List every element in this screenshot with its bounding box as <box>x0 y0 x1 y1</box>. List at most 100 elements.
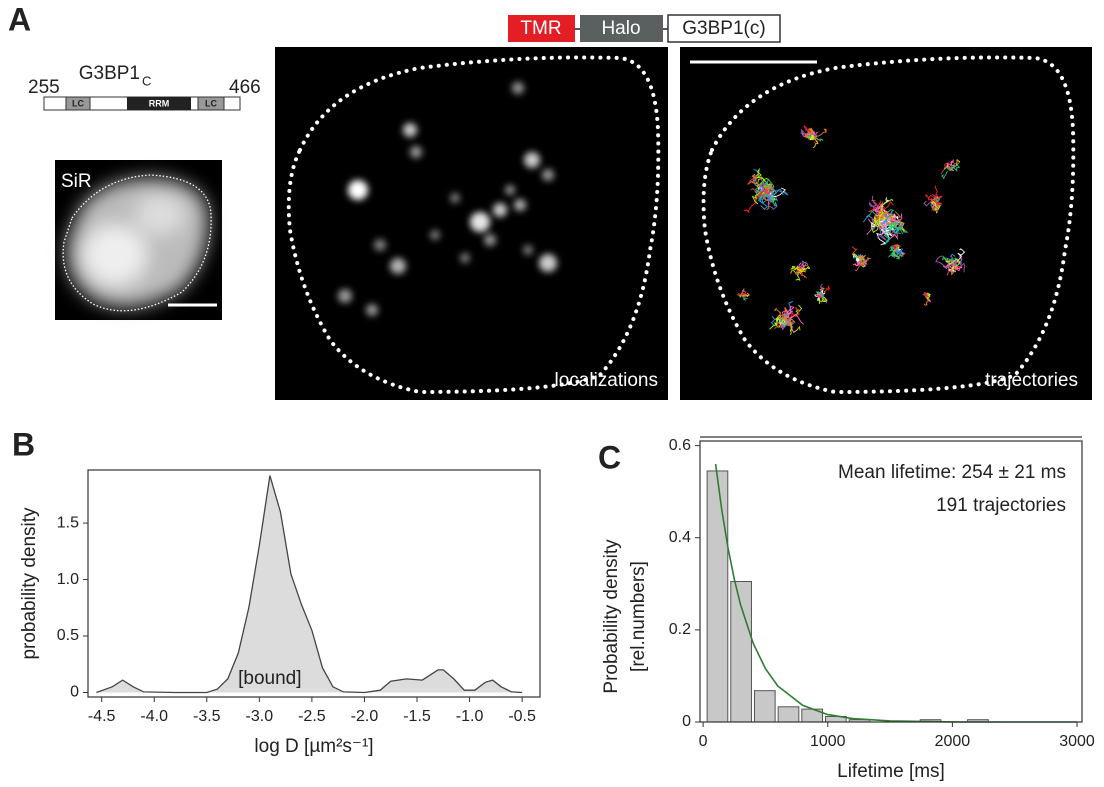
trajectory <box>879 198 894 229</box>
trajectory <box>766 188 784 198</box>
x-tick-label: -1.0 <box>456 708 484 725</box>
blob <box>493 203 507 217</box>
y-tick-label: 1.5 <box>57 514 79 531</box>
trajectory <box>931 201 937 208</box>
trajectory <box>945 258 961 268</box>
trajectory <box>878 221 889 230</box>
trajectory <box>950 253 958 269</box>
blob <box>374 239 386 251</box>
blob <box>390 258 406 274</box>
halo-box <box>580 15 663 42</box>
trajectory <box>758 188 769 201</box>
trajectory <box>954 264 963 272</box>
cell-outline <box>286 55 661 395</box>
plot-frame <box>87 469 541 698</box>
g3bp1-box <box>667 14 781 43</box>
trajectory <box>880 221 898 241</box>
trajectory <box>812 136 824 142</box>
blob <box>338 289 352 303</box>
trajectory <box>809 134 814 141</box>
blob <box>348 180 368 200</box>
trajectory <box>765 187 786 198</box>
x-tick-label: -0.5 <box>508 708 536 725</box>
trajectory <box>923 199 934 207</box>
trajectory <box>943 164 956 171</box>
histogram-bar <box>730 581 752 723</box>
blob <box>523 245 533 255</box>
blob <box>505 185 515 195</box>
lc-domain <box>197 96 225 111</box>
trajectory <box>880 221 900 233</box>
annotation: 191 trajectories <box>936 495 1066 516</box>
trajectory <box>790 270 802 275</box>
panel-letter: B <box>12 426 35 462</box>
plot-frame <box>699 440 1083 723</box>
trajectory <box>870 220 882 233</box>
density-area <box>96 475 523 693</box>
blob <box>524 152 540 168</box>
blob <box>539 254 557 272</box>
x-tick-label: -1.5 <box>403 708 431 725</box>
trajectory <box>788 320 794 329</box>
trajectory <box>737 292 743 297</box>
histogram-bar <box>706 470 729 723</box>
rrm-domain <box>127 97 191 110</box>
y-tick-label: 1.0 <box>57 571 79 588</box>
domain-subscript: C <box>142 73 151 88</box>
trajectory <box>941 170 949 180</box>
trajectory <box>942 255 955 264</box>
x-tick-label: -2.0 <box>351 708 379 725</box>
x-tick-label: -3.5 <box>193 708 221 725</box>
cell-outline <box>62 174 212 312</box>
trajectory <box>780 307 789 320</box>
trajectory <box>924 298 930 306</box>
y-tick-label: 0.2 <box>669 621 691 638</box>
trajectory <box>800 128 813 137</box>
blob <box>403 123 417 137</box>
trajectory <box>759 182 774 194</box>
image-label: localizations <box>555 370 659 391</box>
trajectory <box>821 295 827 303</box>
blob <box>366 304 378 316</box>
trajectory <box>739 294 743 298</box>
trajectory <box>761 187 769 202</box>
trajectory <box>781 318 790 331</box>
trajectory <box>742 292 751 298</box>
trajectory <box>763 178 775 191</box>
trajectory <box>885 221 903 235</box>
trajectory <box>790 266 800 271</box>
trajectory <box>798 268 807 273</box>
x-tick-label: -2.5 <box>298 708 326 725</box>
x-axis-label: log D [µm²s⁻¹] <box>254 736 373 757</box>
blob <box>484 234 496 246</box>
trajectory <box>776 317 785 326</box>
x-tick-label: -4.5 <box>88 708 116 725</box>
cell-outline <box>701 55 1076 395</box>
trajectory <box>791 265 800 270</box>
trajectory <box>890 251 901 260</box>
trajectory <box>741 295 748 301</box>
blob <box>450 193 460 203</box>
domain-label: LC <box>72 98 84 108</box>
y-tick-label: 0.6 <box>669 437 691 454</box>
y-tick-label: 0.4 <box>669 529 691 546</box>
trajectory <box>894 244 901 252</box>
trajectory <box>953 261 966 273</box>
domain-label: LC <box>205 98 217 108</box>
trajectory <box>951 162 961 173</box>
blob <box>470 212 490 232</box>
trajectory <box>889 246 895 252</box>
blob <box>430 230 440 240</box>
trajectory <box>879 209 895 227</box>
image-label: SiR <box>61 171 92 192</box>
trajectory <box>804 131 810 139</box>
x-tick-label: -3.0 <box>246 708 274 725</box>
blob <box>514 199 526 211</box>
trajectory <box>927 292 931 297</box>
trajectory <box>740 290 747 297</box>
domain-label: RRM <box>149 98 170 108</box>
trajectory <box>956 248 966 262</box>
y-axis-label: Probability density <box>601 539 622 694</box>
trajectory <box>885 210 896 224</box>
localization-blobs <box>338 82 557 316</box>
